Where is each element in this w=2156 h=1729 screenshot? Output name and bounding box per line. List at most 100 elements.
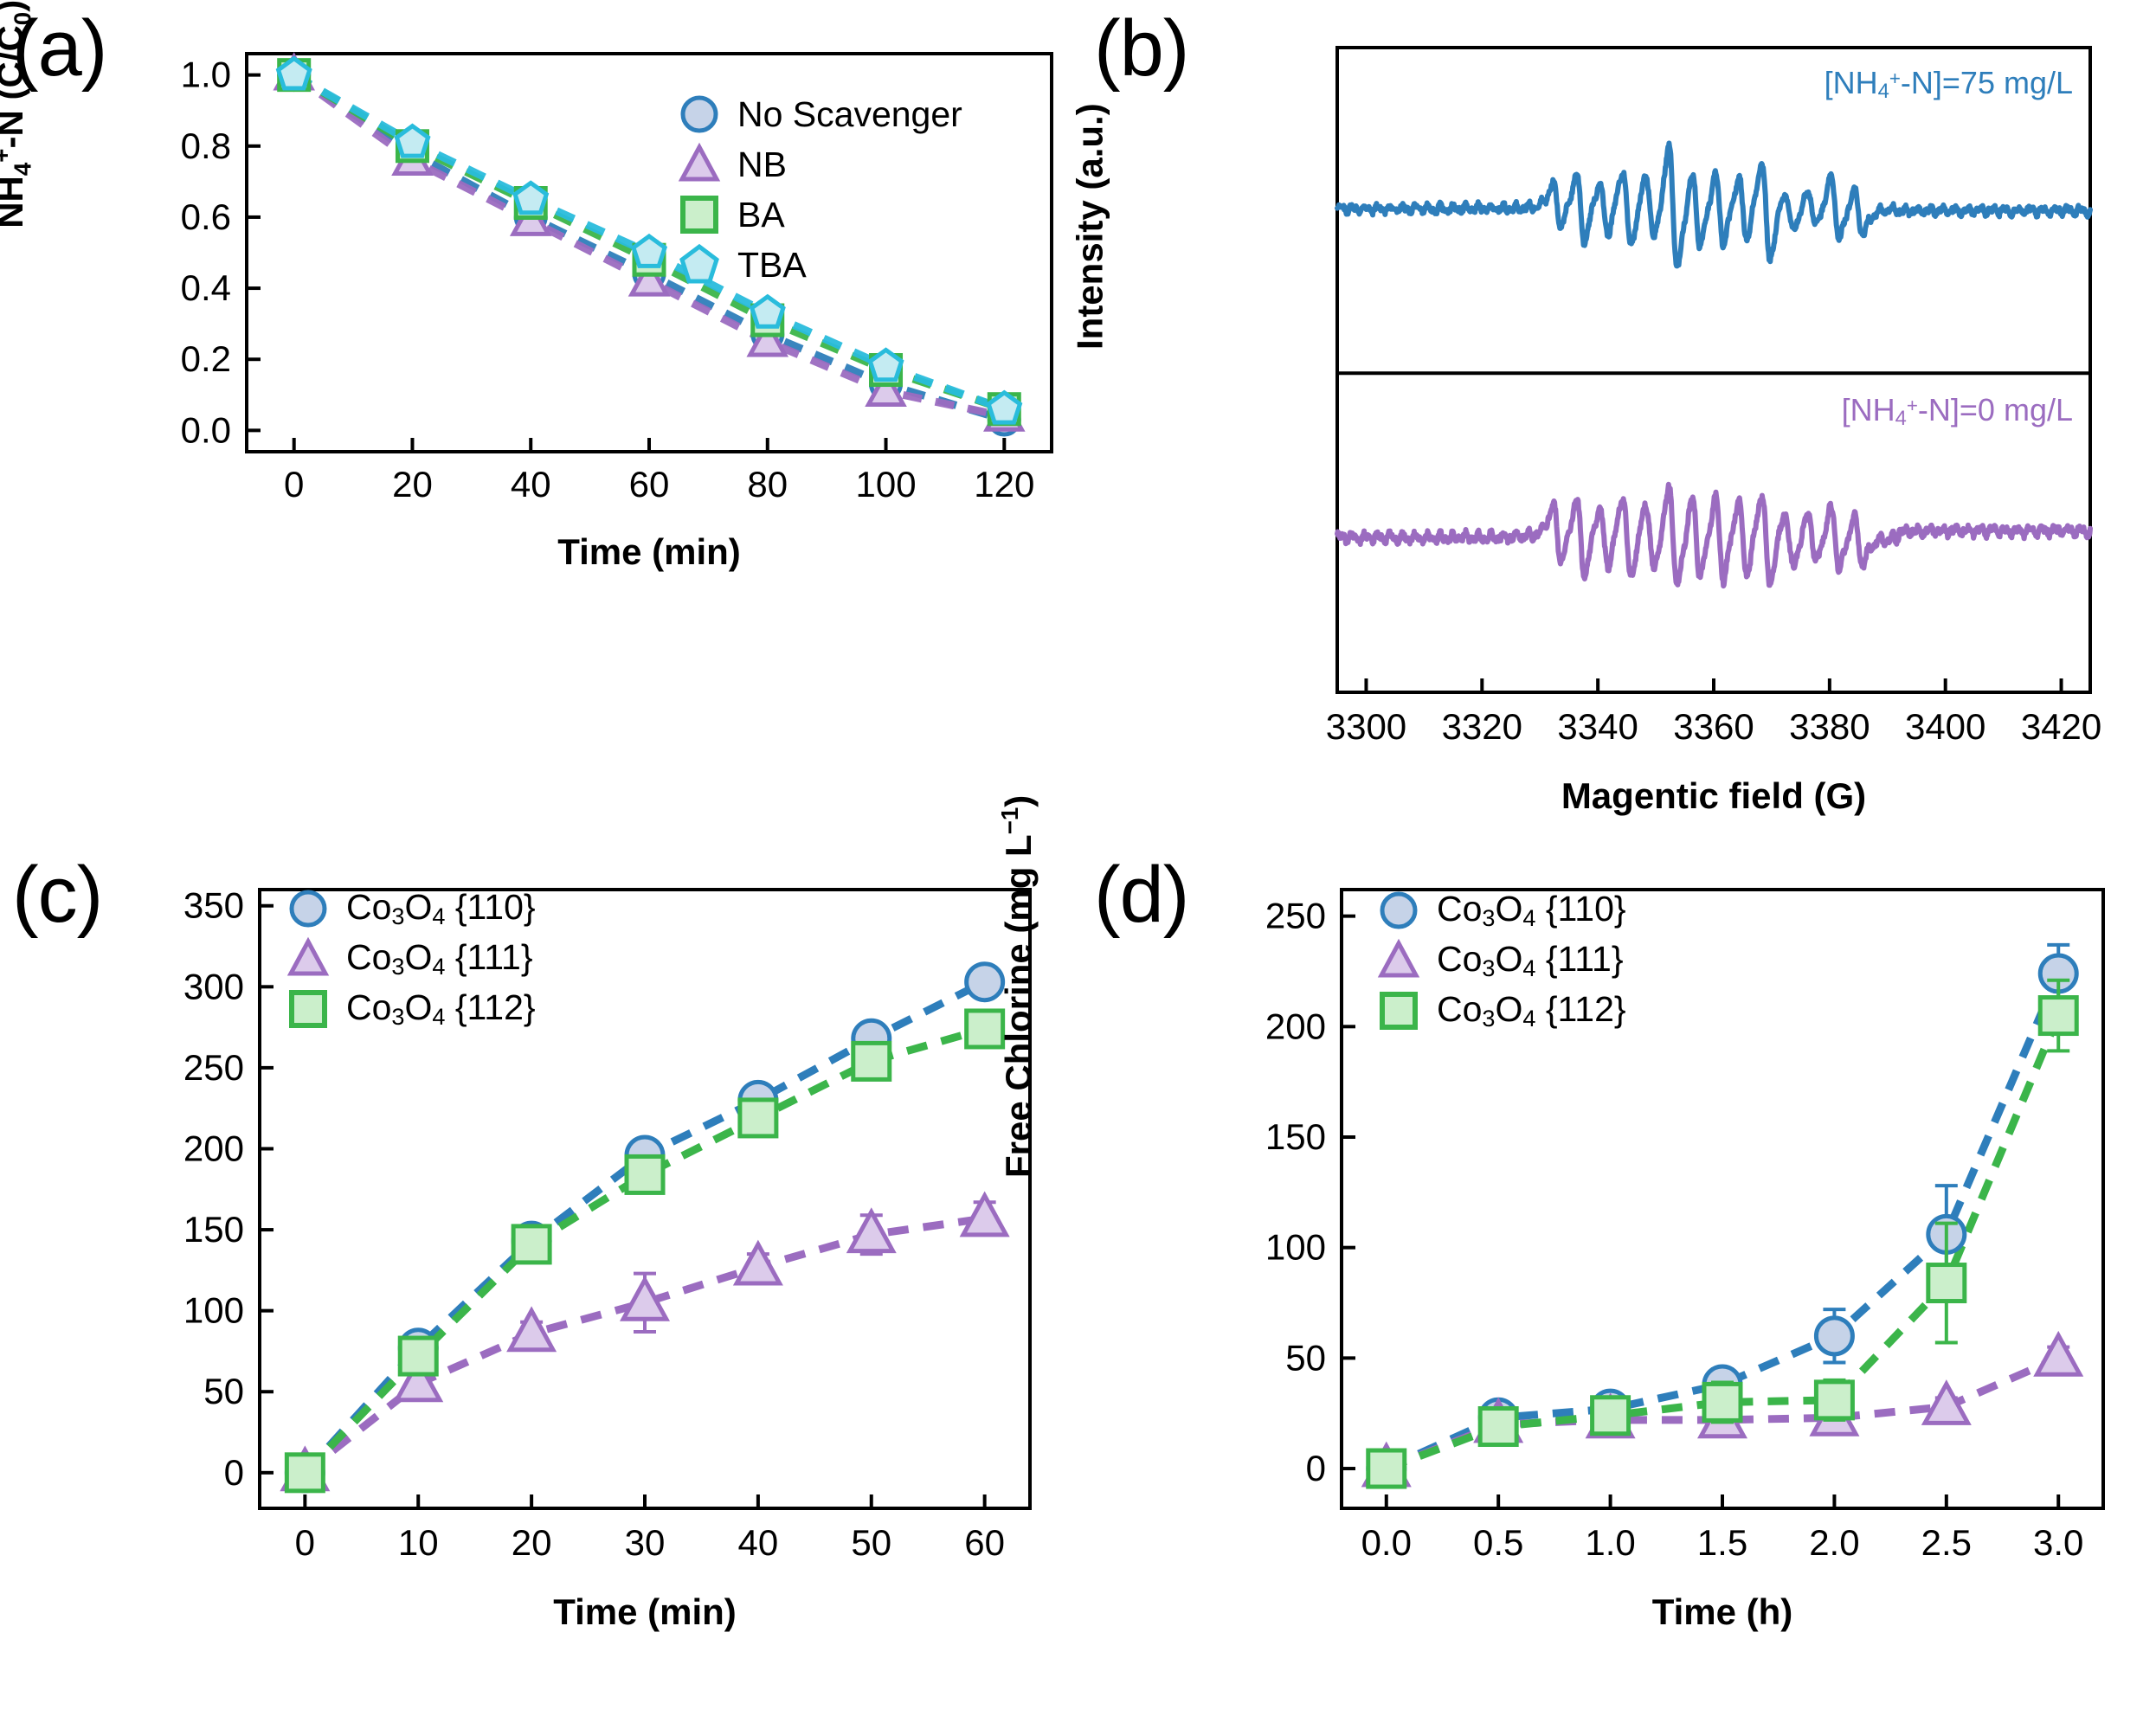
panel-d-y-axis-title: Free Chlorine (mg L−1) — [996, 794, 1039, 1177]
note-sub: 4 — [1877, 80, 1889, 104]
svg-text:20: 20 — [392, 464, 433, 505]
svg-text:100: 100 — [1265, 1227, 1326, 1268]
panel-a-legend: No Scavenger NB BA TBA — [677, 94, 962, 296]
svg-text:60: 60 — [964, 1522, 1005, 1563]
ls1: 3 — [1482, 904, 1496, 931]
circle-marker-icon — [1376, 888, 1421, 933]
panel-d-legend: Co3O4 {110} Co3O4 {111} Co3O4 {112} — [1376, 889, 1626, 1042]
legend-label: Co3O4 {112} — [1437, 989, 1626, 1032]
ls2: 4 — [432, 903, 446, 929]
panel-a-y-axis-title: NH4+-N (C/C0) — [0, 0, 36, 228]
ls2: 4 — [1522, 1005, 1536, 1032]
svg-text:350: 350 — [183, 885, 244, 926]
legend-label: BA — [737, 194, 785, 235]
svg-text:3360: 3360 — [1673, 706, 1754, 747]
triangle-marker-icon — [677, 142, 722, 187]
svg-text:40: 40 — [511, 464, 551, 505]
ls1: 3 — [1482, 954, 1496, 981]
svg-text:60: 60 — [629, 464, 670, 505]
lp: Co — [1437, 989, 1483, 1030]
svg-text:0.5: 0.5 — [1473, 1522, 1523, 1563]
ylabel-sub: 4 — [9, 162, 36, 177]
panel-b-tag: (b) — [1094, 4, 1189, 93]
ls1: 3 — [391, 903, 405, 929]
lm: O — [1495, 939, 1523, 980]
lm: O — [404, 987, 433, 1028]
ylabel-sup: + — [0, 149, 15, 163]
note-pre: [NH — [1824, 65, 1878, 100]
ls2: 4 — [1522, 954, 1536, 981]
lm: O — [404, 887, 433, 928]
panel-c-tag: (c) — [12, 851, 103, 939]
panel-d-plot: 0.0 0.5 1.0 1.5 2.0 2.5 3.0 0 50 100 150 200 250 — [1265, 888, 2105, 1563]
note-post: -N]=0 mg/L — [1917, 392, 2073, 428]
note-pre: [NH — [1841, 392, 1895, 428]
ls1: 3 — [391, 1003, 405, 1030]
legend-item[interactable]: Co3O4 {111} — [286, 936, 536, 980]
square-marker-icon — [677, 192, 722, 237]
svg-text:50: 50 — [1285, 1337, 1326, 1378]
legend-item[interactable]: Co3O4 {111} — [1376, 938, 1626, 981]
legend-label: TBA — [737, 244, 807, 285]
legend-label: Co3O4 {112} — [346, 987, 536, 1031]
lpost: {110} — [445, 887, 536, 928]
square-marker-icon — [286, 987, 331, 1032]
svg-text:0.2: 0.2 — [181, 338, 231, 379]
note-sub: 4 — [1895, 407, 1907, 431]
ls1: 3 — [391, 953, 405, 980]
svg-text:3400: 3400 — [1905, 706, 1985, 747]
lm: O — [1495, 989, 1523, 1030]
legend-label: NB — [737, 144, 787, 184]
note-sup: + — [1906, 395, 1918, 417]
svg-text:250: 250 — [183, 1047, 244, 1088]
svg-text:40: 40 — [738, 1522, 779, 1563]
panel-d-tag: (d) — [1094, 851, 1189, 939]
svg-text:1.5: 1.5 — [1697, 1522, 1747, 1563]
svg-text:300: 300 — [183, 966, 244, 1006]
circle-marker-icon — [677, 92, 722, 137]
ylabel-sub2: 0 — [9, 11, 36, 26]
svg-text:0: 0 — [224, 1452, 244, 1493]
legend-item[interactable]: Co3O4 {110} — [1376, 889, 1626, 932]
svg-text:3380: 3380 — [1789, 706, 1870, 747]
ls2: 4 — [432, 1003, 446, 1030]
lp: Co — [346, 887, 392, 928]
ylabel-post: ) — [997, 794, 1039, 807]
legend-label: Co3O4 {110} — [1437, 889, 1626, 932]
legend-item[interactable]: Co3O4 {110} — [286, 887, 536, 930]
triangle-marker-icon — [1376, 938, 1421, 983]
triangle-marker-icon — [286, 936, 331, 981]
svg-text:0: 0 — [295, 1522, 315, 1563]
svg-text:3340: 3340 — [1557, 706, 1638, 747]
lpost: {112} — [445, 987, 536, 1028]
svg-text:3.0: 3.0 — [2033, 1522, 2083, 1563]
panel-a-plot: 0 20 40 60 80 100 120 0.0 0.2 0.4 0.6 0.8 1.0 — [181, 52, 1053, 505]
legend-item[interactable]: No Scavenger — [677, 94, 962, 134]
svg-text:80: 80 — [747, 464, 788, 505]
svg-text:0.8: 0.8 — [181, 125, 231, 166]
svg-text:100: 100 — [855, 464, 916, 505]
svg-text:0: 0 — [284, 464, 304, 505]
panel-b-x-axis-title: Magentic field (G) — [1561, 775, 1867, 816]
circle-marker-icon — [286, 886, 331, 931]
legend-item[interactable]: Co3O4 {112} — [286, 987, 536, 1031]
epr-annotation-bottom: [NH4+-N]=0 mg/L — [1842, 392, 2073, 431]
legend-label: Co3O4 {110} — [346, 887, 536, 930]
legend-item[interactable]: BA — [677, 194, 962, 235]
legend-item[interactable]: Co3O4 {112} — [1376, 989, 1626, 1032]
svg-text:3320: 3320 — [1442, 706, 1522, 747]
legend-item[interactable]: NB — [677, 142, 962, 184]
svg-text:2.0: 2.0 — [1809, 1522, 1859, 1563]
legend-item[interactable]: TBA — [677, 243, 962, 285]
svg-text:0.0: 0.0 — [181, 409, 231, 450]
svg-text:20: 20 — [512, 1522, 552, 1563]
ylabel-pre: NH — [0, 176, 30, 228]
ls1: 3 — [1482, 1005, 1496, 1032]
panel-c-legend: Co3O4 {110} Co3O4 {111} Co3O4 {112} — [286, 887, 536, 1040]
lp: Co — [1437, 889, 1483, 929]
svg-text:150: 150 — [1265, 1116, 1326, 1157]
panel-c-plot: 0 10 20 30 40 50 60 0 50 100 150 200 250 300 350 — [183, 885, 1032, 1563]
svg-text:120: 120 — [974, 464, 1034, 505]
pentagon-marker-icon — [677, 242, 722, 287]
epr-annotation-top: [NH4+-N]=75 mg/L — [1825, 65, 2073, 104]
